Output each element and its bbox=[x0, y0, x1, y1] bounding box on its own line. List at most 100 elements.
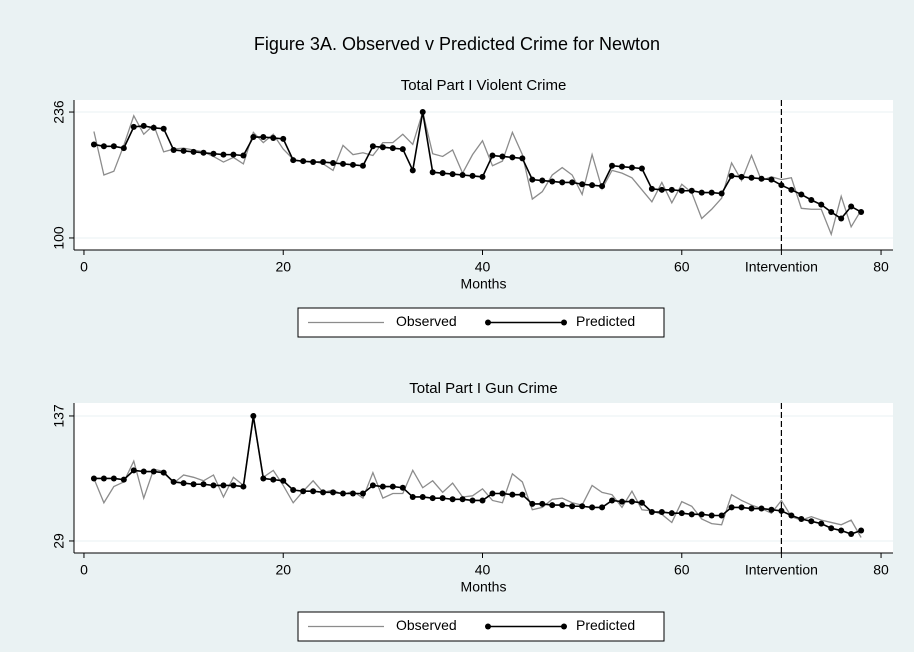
marker bbox=[459, 496, 466, 503]
marker bbox=[549, 178, 556, 185]
marker bbox=[768, 506, 775, 513]
marker bbox=[130, 467, 137, 474]
marker bbox=[120, 145, 127, 152]
marker bbox=[698, 511, 705, 518]
marker bbox=[449, 496, 456, 503]
marker bbox=[848, 531, 855, 538]
x-tick-label: 20 bbox=[275, 259, 291, 275]
marker bbox=[379, 144, 386, 151]
panel-title: Total Part I Violent Crime bbox=[401, 77, 567, 94]
marker bbox=[718, 512, 725, 519]
marker bbox=[599, 183, 606, 190]
legend-marker bbox=[561, 623, 567, 630]
marker bbox=[140, 122, 147, 129]
marker bbox=[748, 174, 755, 181]
y-tick-label: 137 bbox=[51, 404, 67, 428]
marker bbox=[120, 476, 127, 483]
marker bbox=[738, 173, 745, 180]
marker bbox=[678, 510, 685, 517]
x-tick-label: 0 bbox=[80, 259, 88, 275]
marker bbox=[718, 190, 725, 197]
figure-title: Figure 3A. Observed v Predicted Crime fo… bbox=[254, 34, 660, 54]
marker bbox=[559, 502, 566, 509]
marker bbox=[100, 475, 107, 482]
marker bbox=[439, 495, 446, 502]
marker bbox=[359, 162, 366, 169]
marker bbox=[459, 172, 466, 178]
marker bbox=[808, 518, 815, 525]
marker bbox=[569, 503, 576, 510]
y-tick-label: 100 bbox=[51, 226, 67, 250]
x-tick-label: 60 bbox=[674, 562, 690, 578]
x-tick-label: Intervention bbox=[745, 259, 818, 275]
marker bbox=[648, 509, 655, 516]
marker bbox=[100, 143, 107, 150]
marker bbox=[499, 490, 506, 497]
marker bbox=[638, 499, 645, 506]
marker bbox=[519, 155, 526, 162]
x-axis-label: Months bbox=[461, 276, 507, 292]
marker bbox=[250, 134, 257, 141]
marker bbox=[609, 497, 616, 504]
marker bbox=[200, 149, 207, 156]
marker bbox=[628, 164, 635, 171]
series-line bbox=[93, 418, 862, 538]
marker bbox=[230, 151, 237, 158]
marker bbox=[180, 480, 187, 487]
marker bbox=[559, 179, 566, 186]
marker bbox=[509, 491, 516, 498]
marker bbox=[270, 134, 277, 141]
marker bbox=[858, 527, 865, 534]
marker bbox=[788, 186, 795, 193]
marker bbox=[399, 146, 406, 153]
marker bbox=[838, 215, 845, 222]
marker bbox=[110, 143, 117, 150]
marker bbox=[160, 469, 167, 476]
marker bbox=[250, 412, 257, 419]
panel-title: Total Part I Gun Crime bbox=[409, 380, 557, 397]
x-tick-label: 80 bbox=[873, 259, 889, 275]
marker bbox=[599, 504, 606, 511]
marker bbox=[170, 147, 177, 153]
x-tick-label: Intervention bbox=[745, 562, 818, 578]
marker bbox=[180, 147, 187, 154]
marker bbox=[698, 189, 705, 196]
marker bbox=[439, 170, 446, 177]
marker bbox=[618, 498, 625, 505]
marker bbox=[479, 173, 486, 180]
marker bbox=[409, 167, 416, 174]
marker bbox=[270, 476, 277, 483]
marker bbox=[668, 510, 675, 517]
marker bbox=[778, 507, 785, 514]
marker bbox=[638, 165, 645, 172]
marker bbox=[828, 209, 835, 216]
marker bbox=[290, 487, 297, 494]
series-line bbox=[93, 109, 862, 237]
marker bbox=[618, 163, 625, 170]
marker bbox=[90, 475, 97, 482]
marker bbox=[260, 134, 267, 141]
marker bbox=[290, 157, 297, 164]
y-tick-label: 236 bbox=[51, 100, 67, 124]
marker bbox=[738, 504, 745, 511]
marker bbox=[469, 172, 476, 179]
marker bbox=[589, 504, 596, 511]
marker bbox=[419, 109, 426, 116]
legend-label: Predicted bbox=[576, 313, 635, 329]
marker bbox=[330, 159, 337, 166]
marker bbox=[798, 515, 805, 522]
marker bbox=[300, 158, 307, 165]
x-tick-label: 20 bbox=[275, 562, 291, 578]
x-tick-label: 60 bbox=[674, 259, 690, 275]
marker bbox=[369, 143, 376, 150]
marker bbox=[160, 125, 167, 132]
marker bbox=[449, 171, 456, 178]
legend-marker bbox=[485, 623, 491, 630]
marker bbox=[589, 182, 596, 189]
marker bbox=[389, 483, 396, 490]
marker bbox=[469, 497, 476, 504]
marker bbox=[579, 181, 586, 188]
marker bbox=[349, 490, 356, 497]
marker bbox=[379, 483, 386, 490]
marker bbox=[150, 124, 157, 131]
